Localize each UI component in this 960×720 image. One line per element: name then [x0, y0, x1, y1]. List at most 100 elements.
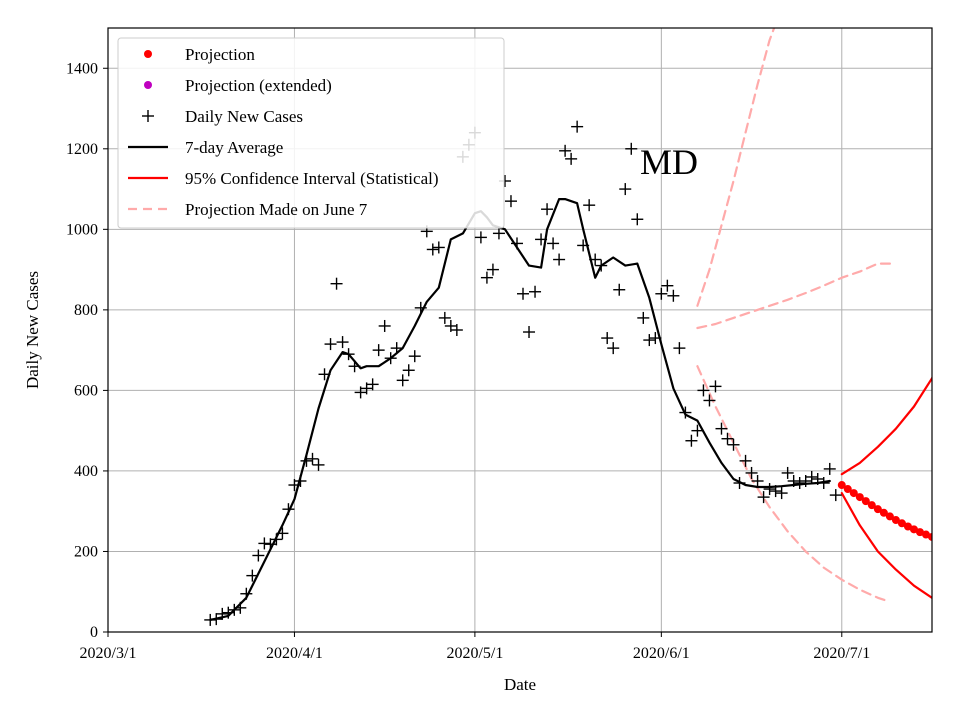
previous-projection-line	[696, 365, 892, 603]
daily-cases-point	[408, 350, 421, 363]
x-tick-label: 2020/3/1	[80, 645, 137, 662]
projection-point	[897, 519, 906, 528]
y-tick-label: 200	[74, 543, 98, 560]
daily-cases-point	[474, 231, 487, 244]
daily-cases-point	[601, 332, 614, 345]
daily-cases-point	[709, 380, 722, 393]
daily-cases-point	[547, 237, 560, 250]
daily-cases-point	[589, 253, 602, 266]
daily-cases-point	[300, 454, 313, 467]
projection-point	[928, 532, 932, 541]
legend-label: 7-day Average	[185, 138, 283, 157]
daily-cases-point	[264, 538, 277, 551]
daily-cases-point	[757, 491, 770, 504]
daily-cases-point	[595, 259, 608, 272]
daily-cases-point	[402, 364, 415, 377]
legend-label: Projection	[185, 45, 255, 64]
daily-cases-point	[438, 311, 451, 324]
daily-cases-point	[270, 533, 283, 546]
x-tick-label: 2020/5/1	[446, 645, 503, 662]
y-tick-label: 400	[74, 463, 98, 480]
daily-cases-point	[655, 287, 668, 300]
daily-cases-point	[787, 475, 800, 487]
daily-cases-point	[354, 386, 367, 399]
daily-cases-point	[619, 183, 632, 196]
daily-cases-point	[504, 195, 517, 208]
daily-cases-point	[348, 360, 361, 373]
daily-cases-point	[739, 454, 752, 467]
daily-cases-point	[673, 342, 686, 355]
daily-cases-point	[685, 434, 698, 447]
previous-projection-line	[696, 262, 892, 330]
daily-cases-point	[733, 477, 746, 490]
y-tick-label: 0	[90, 624, 98, 641]
daily-cases-point	[697, 384, 710, 397]
daily-cases-point	[799, 475, 812, 487]
x-tick-label: 2020/4/1	[266, 645, 323, 662]
daily-cases-point	[829, 489, 842, 502]
legend-label: Daily New Cases	[185, 107, 303, 126]
daily-cases-point	[294, 475, 307, 487]
daily-cases-point	[492, 227, 505, 240]
daily-cases-point	[823, 462, 836, 475]
daily-cases-point	[276, 527, 289, 540]
daily-cases-point	[523, 326, 536, 339]
ci-upper-line	[840, 375, 932, 476]
daily-cases-point	[510, 237, 523, 250]
daily-cases-point	[817, 477, 830, 490]
daily-cases-point	[571, 120, 584, 133]
daily-cases-point	[210, 613, 223, 626]
daily-cases-point	[745, 466, 758, 479]
daily-cases-point	[204, 613, 217, 626]
x-tick-label: 2020/7/1	[813, 645, 870, 662]
daily-cases-point	[781, 466, 794, 479]
daily-cases-point	[577, 239, 590, 252]
daily-cases-point	[426, 243, 439, 256]
daily-cases-point	[559, 144, 572, 157]
daily-cases-point	[541, 203, 554, 216]
projection-point	[879, 508, 888, 517]
projection-point	[855, 493, 864, 502]
x-axis-label: Date	[504, 675, 536, 694]
average-line	[209, 198, 831, 622]
x-tick-label: 2020/6/1	[633, 645, 690, 662]
daily-cases-point	[721, 432, 734, 445]
daily-cases-point	[246, 569, 259, 582]
daily-cases-point	[583, 199, 596, 212]
daily-cases-point	[396, 374, 409, 387]
legend-dot-marker	[144, 50, 152, 58]
daily-cases-point	[811, 472, 824, 485]
projection-point	[921, 530, 930, 539]
daily-cases-point	[661, 279, 674, 292]
daily-cases-point	[234, 601, 247, 614]
daily-cases-point	[378, 319, 391, 332]
previous-projection-line	[696, 28, 776, 307]
daily-cases-point	[751, 475, 764, 487]
daily-cases-point	[444, 319, 457, 332]
legend-entry: 95% Confidence Interval (Statistical)	[128, 169, 439, 188]
daily-cases-point	[637, 311, 650, 324]
daily-cases-point	[366, 378, 379, 391]
daily-cases-point	[252, 549, 265, 562]
daily-cases-point	[306, 452, 319, 465]
y-tick-label: 1200	[66, 141, 98, 158]
legend-entry: Projection Made on June 7	[128, 200, 368, 219]
daily-cases-point	[715, 422, 728, 435]
daily-cases-point	[535, 233, 548, 246]
legend-label: 95% Confidence Interval (Statistical)	[185, 169, 439, 188]
legend-dot-marker	[144, 81, 152, 89]
y-tick-label: 600	[74, 382, 98, 399]
daily-cases-point	[240, 587, 253, 600]
daily-cases-point	[282, 503, 295, 516]
daily-cases-point	[312, 458, 325, 471]
legend-entry: 7-day Average	[128, 138, 283, 157]
projection-point	[891, 516, 900, 525]
daily-cases-point	[625, 142, 638, 155]
y-tick-label: 800	[74, 302, 98, 319]
legend-label: Projection (extended)	[185, 76, 332, 95]
daily-cases-point	[360, 382, 373, 395]
chart-annotation: MD	[640, 142, 698, 182]
projection-point	[867, 501, 876, 510]
daily-cases-point	[228, 603, 241, 616]
legend-entry: Projection	[144, 45, 255, 64]
